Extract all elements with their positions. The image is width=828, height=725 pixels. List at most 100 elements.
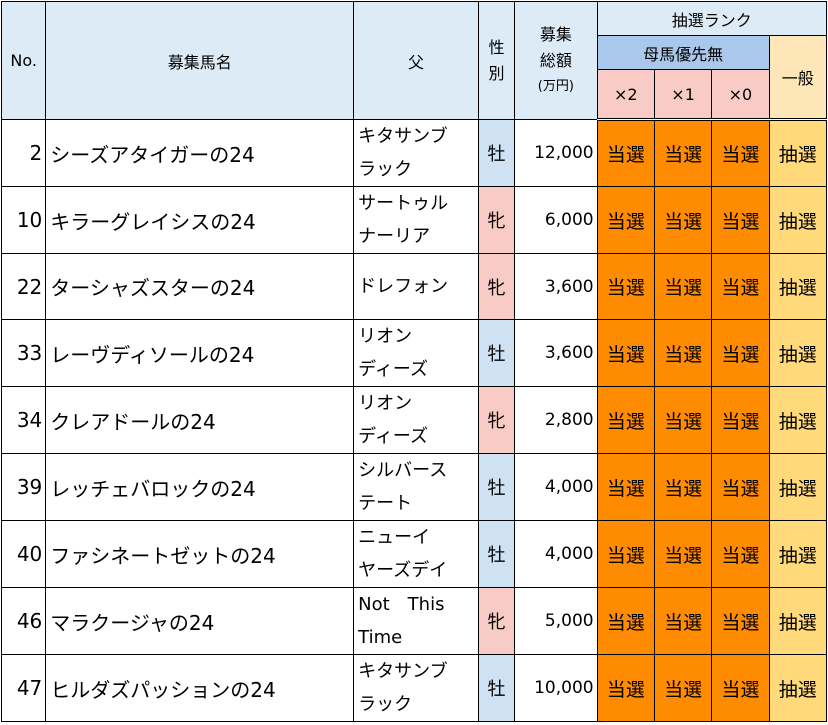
- rank-x0-result: 当選: [711, 319, 770, 387]
- row-number: 33: [0, 319, 47, 387]
- sire-name-line2: ラック: [358, 694, 413, 715]
- rank-x1-result: 当選: [653, 253, 713, 320]
- horse-name: キラーグレイシスの24: [45, 186, 355, 254]
- rank-x1-result: 当選: [653, 119, 713, 187]
- rank-x2-result: 当選: [596, 386, 655, 454]
- header-sire: 父: [353, 1, 479, 120]
- sire-name-line1: リオン: [358, 326, 413, 347]
- sire-name-line1: ニューイ: [358, 527, 431, 548]
- sire-name: Not This Time: [353, 587, 479, 655]
- sire-name-line2: ディーズ: [358, 359, 428, 380]
- header-x1: ×1: [653, 69, 713, 121]
- rank-x2-result: 当選: [596, 587, 655, 655]
- total-amount: 6,000: [514, 186, 598, 254]
- header-rank-sub: 母馬優先無: [596, 35, 770, 70]
- table-row: 47 ヒルダズパッションの24 キタサンブ ラック牡 10,000 当選 当選 当選 抽選: [0, 654, 828, 722]
- sex-badge: 牡: [477, 453, 516, 521]
- sire-name-line2: テート: [358, 493, 413, 514]
- row-number: 10: [0, 186, 47, 254]
- rank-general-result: 抽選: [768, 520, 828, 588]
- row-number: 46: [0, 587, 47, 655]
- rank-general-result: 抽選: [768, 453, 828, 521]
- table-row: 22 ターシャズスターの24 ドレフォン牝 3,600 当選 当選 当選 抽選: [0, 253, 828, 320]
- rank-general-result: 抽選: [768, 253, 828, 320]
- sire-name-line2: ラック: [358, 159, 413, 180]
- sex-badge: 牝: [477, 253, 516, 320]
- total-amount: 4,000: [514, 453, 598, 521]
- sire-name: ドレフォン: [353, 253, 479, 320]
- rank-x2-result: 当選: [596, 319, 655, 387]
- header-x2: ×2: [596, 69, 655, 121]
- rank-general-result: 抽選: [768, 587, 828, 655]
- row-number: 47: [0, 654, 47, 722]
- total-amount: 4,000: [514, 520, 598, 588]
- sire-name: キタサンブ ラック: [353, 119, 479, 187]
- rank-x0-result: 当選: [711, 386, 770, 454]
- horse-name: レッチェバロックの24: [45, 453, 355, 521]
- rank-x1-result: 当選: [653, 587, 713, 655]
- header-sex-line2: 別: [488, 63, 505, 83]
- table-row: 34 クレアドールの24 リオン ディーズ牝 2,800 当選 当選 当選 抽選: [0, 386, 828, 454]
- header-amount-line2: 総額: [539, 50, 572, 70]
- rank-x0-result: 当選: [711, 253, 770, 320]
- row-number: 39: [0, 453, 47, 521]
- sire-name-line1: シルバース: [358, 460, 448, 481]
- sire-name-line2: ヤーズデイ: [358, 560, 448, 581]
- sire-name-line1: キタサンブ: [358, 126, 448, 147]
- header-rank-title: 抽選ランク: [596, 1, 828, 36]
- header-sex-line1: 性: [488, 37, 505, 57]
- horse-name: クレアドールの24: [45, 386, 355, 454]
- rank-x1-result: 当選: [653, 319, 713, 387]
- total-amount: 3,600: [514, 253, 598, 320]
- total-amount: 5,000: [514, 587, 598, 655]
- header-no: No.: [0, 1, 47, 120]
- table-row: 2 シーズアタイガーの24 キタサンブ ラック牡 12,000 当選 当選 当選 抽選: [0, 119, 828, 187]
- sex-badge: 牝: [477, 587, 516, 655]
- rank-x2-result: 当選: [596, 654, 655, 722]
- row-number: 22: [0, 253, 47, 320]
- sire-name: リオン ディーズ: [353, 319, 479, 387]
- rank-x0-result: 当選: [711, 587, 770, 655]
- sire-name-line1: ドレフォン: [358, 276, 449, 297]
- header-amount-line1: 募集: [539, 24, 572, 44]
- header-x0: ×0: [711, 69, 770, 121]
- sire-name: キタサンブ ラック: [353, 654, 479, 722]
- total-amount: 3,600: [514, 319, 598, 387]
- row-number: 34: [0, 386, 47, 454]
- sex-badge: 牝: [477, 386, 516, 454]
- header-sex: 性 別: [477, 1, 516, 120]
- sire-name: ニューイ ヤーズデイ: [353, 520, 479, 588]
- horse-name: ファシネートゼットの24: [45, 520, 355, 588]
- horse-name: マラクージャの24: [45, 587, 355, 655]
- sire-name: リオン ディーズ: [353, 386, 479, 454]
- rank-x2-result: 当選: [596, 453, 655, 521]
- rank-x0-result: 当選: [711, 186, 770, 254]
- sex-badge: 牡: [477, 119, 516, 187]
- horse-name: シーズアタイガーの24: [45, 119, 355, 187]
- rank-x0-result: 当選: [711, 520, 770, 588]
- table-row: 10 キラーグレイシスの24 サートゥル ナーリア牝 6,000 当選 当選 当選 抽選: [0, 186, 828, 254]
- rank-x1-result: 当選: [653, 520, 713, 588]
- sire-name-line2: ナーリア: [358, 226, 431, 247]
- row-number: 40: [0, 520, 47, 588]
- sex-badge: 牝: [477, 186, 516, 254]
- total-amount: 2,800: [514, 386, 598, 454]
- rank-general-result: 抽選: [768, 186, 828, 254]
- sex-badge: 牡: [477, 520, 516, 588]
- sire-name: シルバース テート: [353, 453, 479, 521]
- total-amount: 12,000: [514, 119, 598, 187]
- horse-name: ヒルダズパッションの24: [45, 654, 355, 722]
- rank-x1-result: 当選: [653, 186, 713, 254]
- horse-name: ターシャズスターの24: [45, 253, 355, 320]
- rank-x0-result: 当選: [711, 654, 770, 722]
- rank-x1-result: 当選: [653, 453, 713, 521]
- rank-general-result: 抽選: [768, 654, 828, 722]
- sire-name-line1: サートゥル: [358, 193, 449, 214]
- table-row: 39 レッチェバロックの24 シルバース テート牡 4,000 当選 当選 当選 抽選: [0, 453, 828, 521]
- sex-badge: 牡: [477, 654, 516, 722]
- sire-name-line2: Time: [358, 627, 403, 648]
- row-number: 2: [0, 119, 47, 187]
- sire-name-line1: Not This: [358, 594, 445, 615]
- rank-x2-result: 当選: [596, 186, 655, 254]
- rank-x1-result: 当選: [653, 386, 713, 454]
